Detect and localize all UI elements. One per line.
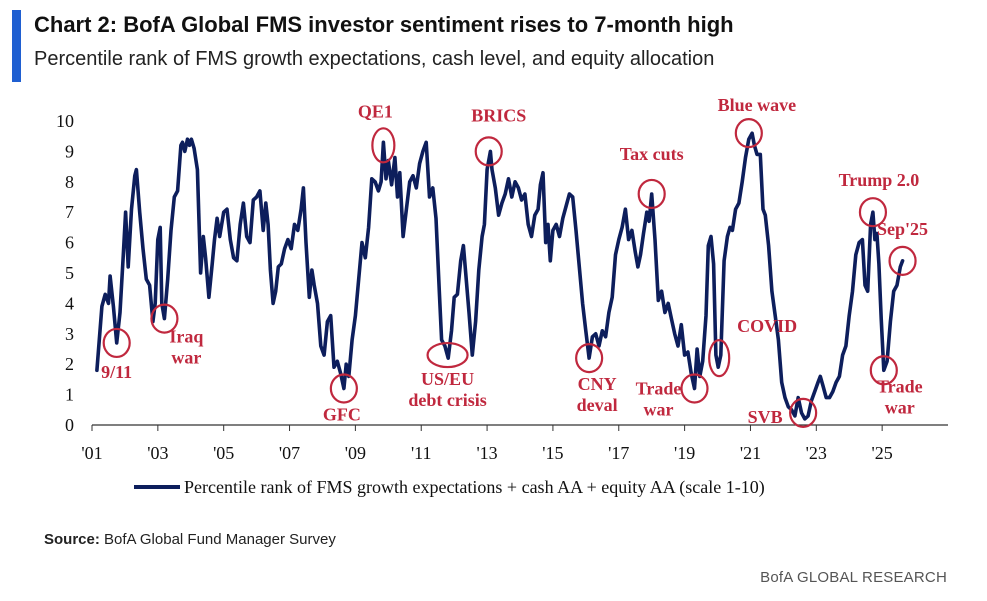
annotation-label: CNY [578,374,617,394]
annotation-label: Blue wave [718,95,797,115]
annotation-label: SVB [748,407,783,427]
annotation-circle [474,136,503,167]
annotation-circle [858,197,888,228]
annotation-label: BRICS [471,105,526,125]
x-tick-label: '25 [872,443,893,463]
annotation-circle [637,178,666,210]
x-tick-label: '01 [81,443,102,463]
x-tick-label: '03 [147,443,168,463]
annotation-label: Iraq [169,327,203,347]
y-tick-label: 5 [65,263,74,283]
y-axis: 0 1 2 3 4 5 6 7 8 9 10 [56,111,74,435]
y-tick-label: 6 [65,233,74,253]
annotation-circle [371,127,396,164]
x-tick-label: '21 [740,443,761,463]
annotation-label: GFC [323,405,361,425]
annotation-label: Sep'25 [877,219,928,239]
accent-bar [12,10,21,82]
annotation-circle [102,327,131,359]
x-tick-label: '07 [279,443,300,463]
x-tick-label: '13 [476,443,497,463]
y-tick-label: 10 [56,111,74,131]
annotation-label: US/EU [421,369,474,389]
annotation-circle [789,397,818,428]
annotation-label: QE1 [358,101,393,121]
annotation-label: war [643,400,673,420]
annotation-label: Tax cuts [620,144,684,164]
series-line [95,131,905,421]
annotation-circle [680,373,709,404]
brand-logo-text: BofA GLOBAL RESEARCH [760,569,947,586]
y-tick-label: 0 [65,415,74,435]
series-layer [95,131,905,421]
annotation-circle [329,373,358,404]
legend: Percentile rank of FMS growth expectatio… [134,477,765,498]
x-tick-label: '09 [345,443,366,463]
x-tick-label: '23 [806,443,827,463]
source-note: Source: BofA Global Fund Manager Survey [44,531,336,548]
annotation-circle [150,303,179,334]
annotation-label: COVID [737,316,797,336]
legend-label: Percentile rank of FMS growth expectatio… [184,477,765,498]
annotation-circle [734,118,763,149]
annotation-label: Trade [877,376,923,396]
y-tick-label: 8 [65,172,74,192]
y-tick-label: 7 [65,202,74,222]
annotation-circle [869,355,898,386]
y-tick-label: 3 [65,324,74,344]
annotation-label: Trade [636,379,682,399]
x-tick-label: '15 [542,443,563,463]
y-tick-label: 9 [65,141,74,161]
y-tick-label: 2 [65,354,74,374]
annotation-circle [575,343,604,374]
x-axis: '01 '03 '05 '07 '09 '11 '13 '15 '17 '19 '21 '23 '25 [81,424,948,463]
x-tick-label: '05 [213,443,234,463]
annotation-circle [426,341,469,369]
source-label: Source: [44,531,100,548]
source-text: BofA Global Fund Manager Survey [104,531,336,548]
chart-subtitle: Percentile rank of FMS growth expectatio… [34,48,715,70]
annotation-circle [888,245,917,276]
annotation-label: 9/11 [101,362,132,382]
x-tick-label: '11 [411,443,432,463]
annotation-label: deval [577,395,618,415]
annotation-label: war [171,348,201,368]
annotation-label: debt crisis [408,390,487,410]
annotation-label: war [885,397,915,417]
annotation-label: Trump 2.0 [839,170,920,190]
y-tick-label: 1 [65,385,74,405]
annotation-circle [708,339,731,378]
x-tick-label: '17 [608,443,629,463]
y-tick-label: 4 [65,293,74,313]
x-tick-label: '19 [674,443,695,463]
chart-title: Chart 2: BofA Global FMS investor sentim… [34,12,734,37]
